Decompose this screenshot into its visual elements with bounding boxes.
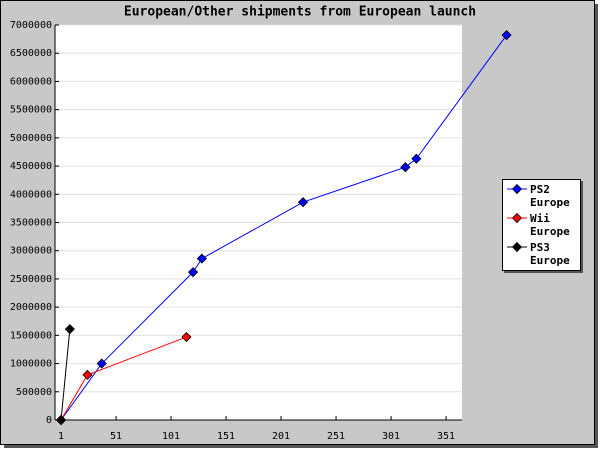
x-tick-label: 101	[162, 431, 180, 442]
marker	[187, 267, 199, 278]
y-tick-label: 0	[46, 415, 52, 426]
x-tick-label: 251	[327, 431, 345, 442]
y-tick-label: 4500000	[10, 161, 52, 172]
legend: PS2 Europe Wii Europe PS3 Europe	[502, 179, 581, 271]
y-tick-label: 1500000	[10, 330, 52, 341]
legend-item: Wii Europe	[503, 209, 580, 238]
y-tick-label: 6000000	[10, 76, 52, 87]
x-tick-label: 51	[110, 431, 122, 442]
y-tick-label: 6500000	[10, 48, 52, 59]
marker	[96, 358, 107, 369]
legend-marker	[511, 241, 523, 253]
x-tick-label: 151	[217, 431, 235, 442]
legend-item: PS3 Europe	[503, 238, 580, 267]
y-tick-label: 3000000	[10, 246, 52, 257]
y-tick-label: 2500000	[10, 274, 52, 285]
x-tick-label: 201	[272, 431, 290, 442]
x-tick-label: 351	[437, 431, 455, 442]
legend-swatch	[507, 212, 527, 224]
legend-label: PS3 Europe	[530, 241, 570, 267]
legend-label: Wii Europe	[530, 212, 570, 238]
marker	[501, 30, 512, 41]
legend-marker	[511, 183, 523, 195]
marker	[400, 162, 411, 173]
x-tick-label: 1	[58, 431, 64, 442]
marker	[297, 197, 309, 208]
marker	[55, 414, 67, 426]
legend-label: PS2 Europe	[530, 183, 570, 209]
x-tick-label: 301	[382, 431, 400, 442]
y-tick-label: 2000000	[10, 302, 52, 313]
y-tick-label: 500000	[16, 387, 52, 398]
y-tick-label: 7000000	[10, 20, 52, 31]
legend-item: PS2 Europe	[503, 180, 580, 209]
chart-title: European/Other shipments from European l…	[124, 5, 476, 20]
y-tick-label: 1000000	[10, 359, 52, 370]
y-tick-label: 3500000	[10, 218, 52, 229]
marker	[82, 369, 93, 380]
series-line	[60, 329, 71, 421]
legend-swatch	[507, 241, 527, 253]
marker	[64, 324, 75, 335]
y-tick-label: 4000000	[10, 189, 52, 200]
marker	[411, 153, 422, 164]
legend-swatch	[507, 183, 527, 195]
y-tick-label: 5000000	[10, 133, 52, 144]
marker	[196, 253, 207, 264]
marker	[181, 331, 192, 343]
y-tick-label: 5500000	[10, 105, 52, 116]
legend-marker	[511, 212, 523, 224]
